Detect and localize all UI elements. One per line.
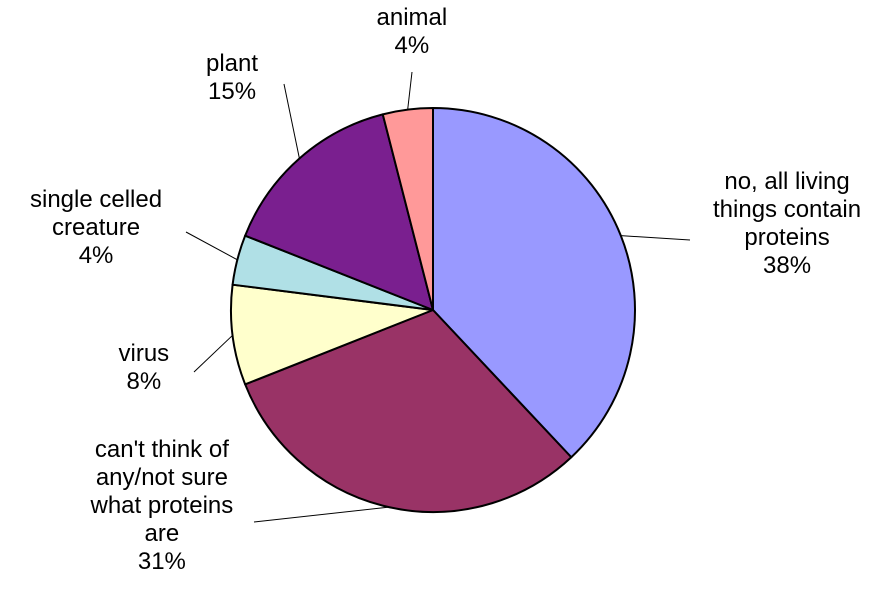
leader-line [253, 506, 389, 523]
slice-label: animal 4% [377, 4, 448, 60]
slice-label: no, all living things contain proteins 38% [713, 168, 861, 280]
slice-label-line: single celled [30, 186, 163, 213]
slice-label-line: plant [206, 50, 259, 77]
leader-line [193, 334, 233, 373]
slice-label-line: 4% [78, 242, 114, 269]
slice-label-line: animal [376, 4, 448, 31]
slice-label-line: what proteins [90, 492, 234, 519]
slice-label: single celled creature 4% [30, 186, 162, 270]
slice-label-line: 15% [208, 78, 257, 105]
slice-label: can't think of any/not sure what proteins a… [91, 436, 234, 576]
slice-label-line: can't think of [94, 436, 229, 463]
leader-line [620, 235, 691, 241]
leader-line [283, 83, 300, 159]
slice-label-line: proteins [744, 224, 830, 251]
leader-line [185, 231, 238, 261]
slice-label-line: 8% [126, 368, 162, 395]
slice-label-line: things contain [713, 196, 862, 223]
pie-slice [432, 107, 637, 459]
slice-label-line: virus [118, 340, 170, 367]
slice-label-line: are [144, 520, 180, 547]
slice-label-line: 4% [394, 32, 430, 59]
slice-label-line: 38% [763, 252, 812, 279]
slice-label-line: 31% [137, 548, 186, 575]
slice-label-line: creature [52, 214, 141, 241]
slice-label-line: no, all living [724, 168, 850, 195]
pie-slice [381, 107, 434, 311]
slice-label-line: any/not sure [95, 464, 228, 491]
pie-slice [244, 113, 434, 311]
leader-line [407, 71, 413, 110]
slice-label: virus 8% [119, 340, 170, 396]
slice-label: plant 15% [206, 50, 258, 106]
pie-slice [230, 283, 434, 386]
